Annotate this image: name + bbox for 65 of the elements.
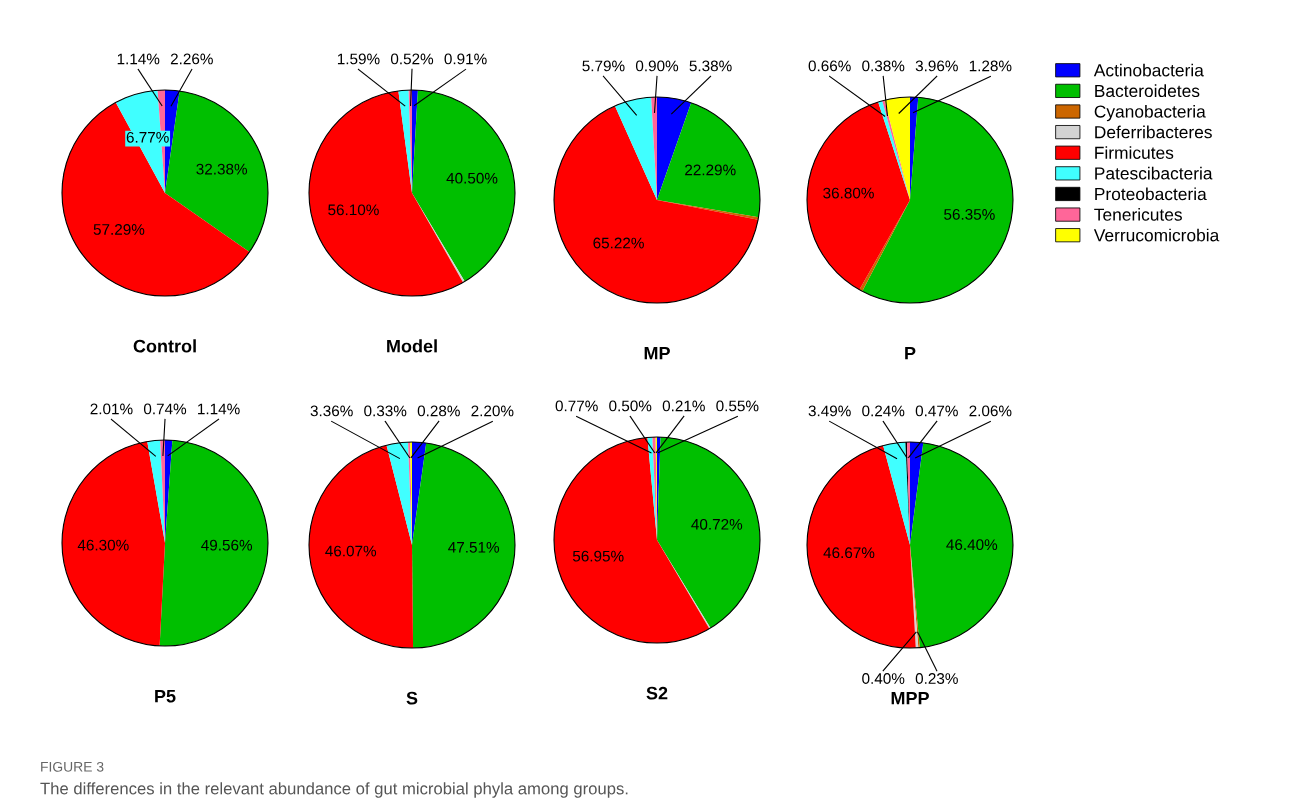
data-label: 47.51% [448,541,500,553]
data-label: 0.24% [862,405,905,417]
data-label: 49.56% [201,539,253,551]
data-label: 57.29% [93,224,145,235]
text: Control [133,339,196,353]
data-label: 0.21% [662,400,705,412]
data-label: 0.40% [862,673,905,684]
data-label: 3.36% [310,405,353,417]
data-label: 2.26% [170,53,213,65]
data-label: 36.80% [823,187,874,199]
data-label: 0.55% [716,400,759,412]
data-label: 0.33% [364,405,407,417]
data-label: 2.01% [90,403,133,415]
data-label: 2.20% [471,405,514,417]
legend-label: Cyanobacteria [1094,104,1206,122]
data-label: 32.38% [196,163,248,175]
data-label: 56.95% [572,550,624,562]
data-label: 0.50% [609,400,652,412]
caption: FIGURE 3 [41,761,104,772]
legend-label: Tenericutes [1094,208,1182,221]
data-label: 0.38% [862,60,905,72]
data-label: 46.40% [946,539,998,551]
data-label: 6.77% [126,131,169,143]
legend-label: Actinobacteria [1093,63,1204,77]
data-label: 46.67% [823,547,875,559]
data-label: 22.29% [685,164,736,176]
data-label: 0.52% [390,53,434,65]
legend-label: Proteobacteria [1095,187,1207,201]
text: MPP [891,691,929,705]
data-label: 0.28% [417,405,460,417]
text: S2 [646,686,668,700]
data-label: 40.72% [691,518,743,530]
data-label: 1.14% [198,403,240,415]
data-label: 2.06% [969,405,1012,417]
text: The differences in the relevant abundance of gut microbial phyla among groups. [40,782,628,798]
text: S [406,691,418,705]
data-label: 0.74% [143,403,187,415]
legend-label: Patescibacteria [1095,166,1213,180]
data-label: 0.66% [808,60,851,72]
legend-label: Deferribacteres [1095,125,1212,139]
legend-label: Bacteroidetes [1095,84,1200,98]
data-label: 3.96% [915,60,958,72]
data-label: 40.50% [446,172,498,184]
data-label: 5.38% [689,60,732,72]
data-label: 46.30% [77,539,129,551]
data-label: 0.91% [444,53,487,65]
text: P [905,346,916,360]
text: P5 [155,689,176,703]
text: Model [387,339,437,353]
data-label: 46.07% [325,545,377,557]
data-label: 0.23% [915,673,958,684]
data-label: 1.28% [969,60,1012,72]
data-label: 0.77% [555,400,598,412]
data-label: 0.90% [635,60,679,72]
legend-label: Firmicutes [1095,146,1174,159]
data-label: 1.59% [337,53,380,65]
text: MP [644,346,670,360]
data-label: 0.47% [915,405,958,417]
data-label: 56.35% [944,209,995,220]
data-label: 65.22% [593,237,644,249]
data-label: 5.79% [582,60,625,72]
legend-label: Verrucomicrobia [1093,228,1220,242]
data-label: 56.10% [328,204,379,216]
data-label: 3.49% [808,405,851,417]
data-label: 1.14% [117,53,160,65]
